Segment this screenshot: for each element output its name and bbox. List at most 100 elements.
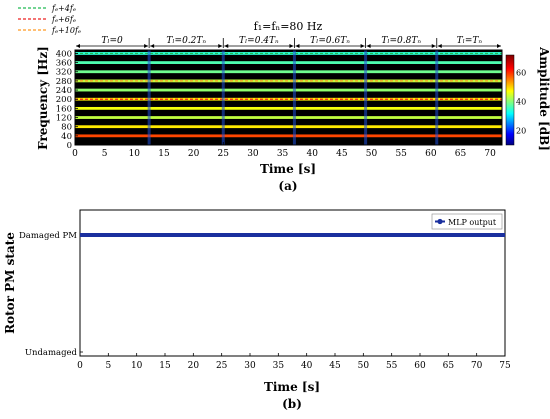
y-category-label: Damaged PM xyxy=(19,231,77,241)
segment-arrowhead-right xyxy=(289,44,294,48)
reference-lines xyxy=(75,52,502,100)
colorbar-ticks: 20 40 60 xyxy=(516,68,526,135)
harmonic-band xyxy=(75,125,502,129)
colorbar-tick-label: 40 xyxy=(516,97,526,106)
segment-label: Tₗ=0.2Tₙ xyxy=(166,36,206,46)
panel-a-label: (a) xyxy=(278,179,297,193)
classifier-plot-area xyxy=(79,209,506,357)
legend-label: fₑ+10fₑ xyxy=(51,26,81,35)
x-tick-label: 15 xyxy=(159,361,171,371)
classifier-legend: MLP output xyxy=(431,213,503,230)
x-tick-label: 5 xyxy=(105,361,111,371)
classifier-y-categories: Undamaged Damaged PM xyxy=(19,231,83,358)
segment-arrowhead-left xyxy=(366,44,371,48)
y-tick-label: 80 xyxy=(61,123,72,133)
y-tick-label: 40 xyxy=(61,132,72,142)
segment-label: Tₗ=0.6Tₙ xyxy=(310,36,350,46)
x-tick-label: 40 xyxy=(301,361,313,371)
y-tick-label: 320 xyxy=(56,68,72,78)
y-tick-label: 360 xyxy=(56,59,72,69)
x-tick-label: 20 xyxy=(188,149,200,159)
x-tick-label: 40 xyxy=(306,149,318,159)
x-tick-label: 60 xyxy=(425,149,437,159)
legend-label: fₑ+6fₑ xyxy=(51,15,76,24)
segment-arrowhead-left xyxy=(224,44,229,48)
y-tick-label: 240 xyxy=(56,86,72,96)
segment-dividers xyxy=(147,50,439,145)
y-tick-label: 120 xyxy=(56,114,72,124)
harmonic-band xyxy=(75,106,502,110)
segment-label: Tₗ=0.4Tₙ xyxy=(239,36,279,46)
classifier-panel: Undamaged Damaged PM 0 5 10 15 20 25 30 35 40 45 50… xyxy=(3,209,511,411)
x-tick-label: 25 xyxy=(216,361,228,371)
spectrogram-plot-area xyxy=(75,50,502,145)
classifier-y-label: Rotor PM state xyxy=(3,232,17,334)
x-tick-label: 70 xyxy=(471,361,483,371)
classifier-x-ticks: 0 5 10 15 20 25 30 35 40 45 50 55 60 65 70 75 xyxy=(77,353,511,371)
harmonic-band xyxy=(75,88,502,92)
x-tick-label: 15 xyxy=(158,149,170,159)
harmonic-band xyxy=(75,70,502,74)
x-tick-label: 65 xyxy=(455,149,467,159)
harmonic-band xyxy=(75,79,502,83)
x-tick-label: 60 xyxy=(414,361,426,371)
harmonic-band xyxy=(75,116,502,119)
spectrogram-x-ticks: 0 5 10 15 20 25 30 35 40 45 50 55 60 65 70 xyxy=(72,142,496,159)
y-tick-label: 160 xyxy=(56,104,72,114)
segment-transition xyxy=(364,50,368,145)
colorbar-tick-label: 60 xyxy=(516,68,526,77)
spectrogram-legend: fₑ+4fₑ fₑ+6fₑ fₑ+10fₑ xyxy=(18,4,81,35)
x-tick-label: 0 xyxy=(72,149,78,159)
segment-arrowhead-left xyxy=(437,44,442,48)
x-tick-label: 20 xyxy=(188,361,200,371)
harmonic-band xyxy=(75,61,502,64)
segment-arrowhead-left xyxy=(150,44,155,48)
y-tick-label: 0 xyxy=(67,141,72,151)
segment-arrowhead-left xyxy=(295,44,300,48)
legend-box xyxy=(431,213,503,230)
segment-transition xyxy=(292,50,296,145)
segment-arrowhead-left xyxy=(76,44,80,48)
segment-arrowhead-right xyxy=(144,44,149,48)
x-tick-label: 65 xyxy=(443,361,455,371)
x-tick-label: 30 xyxy=(247,149,259,159)
x-tick-label: 55 xyxy=(395,149,407,159)
x-tick-label: 35 xyxy=(273,361,285,371)
x-tick-label: 10 xyxy=(129,149,141,159)
panel-b-label: (b) xyxy=(282,397,302,411)
harmonic-band xyxy=(75,97,502,101)
harmonic-band xyxy=(75,52,502,55)
x-tick-label: 50 xyxy=(358,361,370,371)
segment-transition xyxy=(147,50,151,145)
x-tick-label: 25 xyxy=(218,149,230,159)
y-tick-label: 200 xyxy=(56,95,72,105)
harmonic-band xyxy=(75,134,502,138)
legend-label: MLP output xyxy=(448,218,497,227)
spectrogram-y-label: Frequency [Hz] xyxy=(36,46,50,150)
segment-arrowhead-right xyxy=(497,44,501,48)
x-tick-label: 45 xyxy=(329,361,341,371)
x-tick-label: 55 xyxy=(386,361,398,371)
segment-arrowhead-right xyxy=(218,44,223,48)
x-tick-label: 75 xyxy=(499,361,511,371)
y-category-label: Undamaged xyxy=(25,348,78,358)
colorbar xyxy=(505,54,515,146)
segment-label: Tₗ=Tₙ xyxy=(457,36,483,46)
y-tick-label: 400 xyxy=(56,49,72,59)
x-tick-label: 10 xyxy=(131,361,143,371)
segment-arrowhead-right xyxy=(360,44,365,48)
legend-label: fₑ+4fₑ xyxy=(51,4,76,13)
x-tick-label: 35 xyxy=(277,149,289,159)
x-tick-label: 50 xyxy=(366,149,378,159)
y-tick-label: 280 xyxy=(56,77,72,87)
segment-transition xyxy=(435,50,439,145)
spectrogram-title: f₁=fₙ=80 Hz xyxy=(254,20,323,33)
x-tick-label: 30 xyxy=(244,361,256,371)
harmonic-bands xyxy=(75,52,502,138)
classifier-x-label: Time [s] xyxy=(264,380,320,394)
legend-marker xyxy=(437,218,443,225)
spectrogram-frame xyxy=(74,49,503,146)
